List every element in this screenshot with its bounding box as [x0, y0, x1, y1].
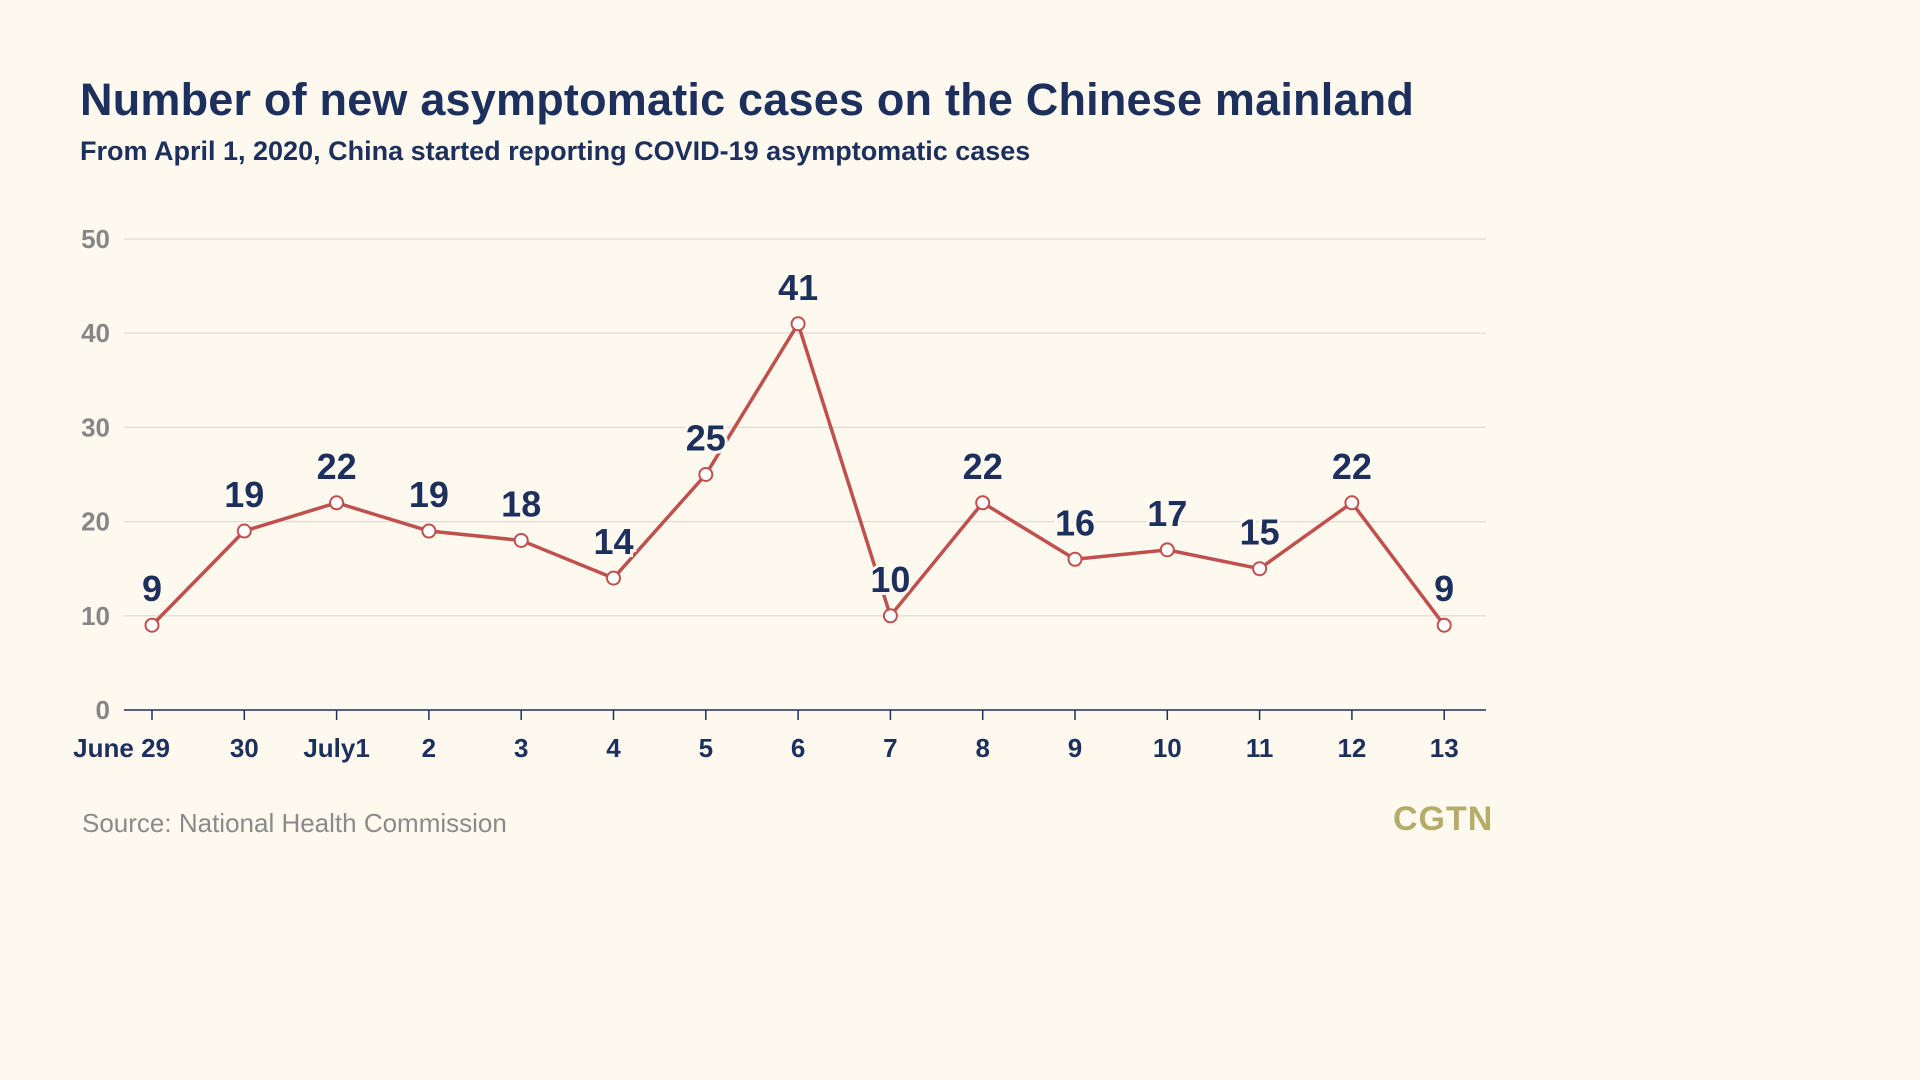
data-label: 9: [142, 568, 162, 609]
x-tick-label: 6: [791, 733, 805, 763]
data-point: [606, 570, 621, 586]
data-label: 10: [870, 559, 910, 600]
x-tick-label: 3: [514, 733, 528, 763]
data-point: [513, 532, 529, 548]
data-point: [698, 467, 714, 482]
gridlines: [124, 238, 1486, 617]
data-labels: 9 19 22 19 18 14 25 41 10 22 16 17 15 22 9: [139, 264, 1457, 612]
data-point: [1252, 561, 1268, 577]
data-label: 9: [1434, 568, 1454, 609]
data-label: 22: [317, 446, 357, 487]
x-tick-label: 30: [230, 733, 259, 763]
y-tick-label: 50: [81, 224, 110, 254]
y-tick-label: 40: [81, 318, 110, 348]
x-tick-label: 12: [1337, 733, 1366, 763]
data-label: 22: [1332, 446, 1372, 487]
data-point: [882, 608, 898, 624]
x-tick-label: June 29: [73, 733, 170, 763]
x-axis-ticks: June 29 30 July1 2 3 4 5 6 7 8 9 10 11 12 13: [73, 710, 1459, 763]
data-label: 17: [1147, 493, 1187, 534]
data-point: [144, 617, 160, 633]
x-tick-label: 11: [1246, 733, 1274, 763]
x-tick-label: 9: [1068, 733, 1082, 763]
line-chart: 0 10 20 30 40 50 June 29 30 July1 2 3 4 5 6 7 8 9 10 11 12…: [73, 224, 1486, 763]
data-point: [1436, 617, 1452, 633]
x-tick-label: 4: [606, 733, 621, 763]
y-tick-label: 20: [81, 507, 110, 537]
y-tick-label: 0: [96, 695, 110, 725]
x-tick-label: 8: [975, 733, 989, 763]
data-point: [975, 495, 991, 511]
data-label: 18: [501, 483, 541, 524]
data-label: 41: [778, 267, 818, 308]
data-point: [1159, 542, 1175, 558]
data-label: 19: [224, 474, 264, 515]
y-axis-ticks: 0 10 20 30 40 50: [81, 224, 110, 725]
data-point: [1067, 551, 1083, 567]
data-label: 16: [1055, 502, 1095, 543]
data-label: 19: [409, 474, 449, 515]
y-tick-label: 30: [81, 412, 110, 442]
x-tick-label: 13: [1430, 733, 1459, 763]
x-tick-label: July1: [303, 733, 370, 763]
source-note: Source: National Health Commission: [82, 808, 507, 838]
data-points: [144, 316, 1452, 633]
chart-title: Number of new asymptomatic cases on the …: [80, 74, 1415, 125]
data-point: [1344, 495, 1360, 511]
x-tick-label: 7: [883, 733, 897, 763]
x-tick-label: 5: [699, 733, 713, 763]
data-point: [236, 523, 252, 539]
data-label: 22: [963, 446, 1003, 487]
x-tick-label: 2: [422, 733, 436, 763]
chart-subtitle: From April 1, 2020, China started report…: [80, 136, 1031, 166]
cgtn-logo: CGTN: [1393, 800, 1494, 838]
data-label: 25: [686, 418, 726, 459]
data-point: [329, 495, 345, 511]
data-label: 15: [1240, 512, 1280, 553]
data-point: [790, 316, 806, 332]
y-tick-label: 10: [81, 601, 110, 631]
data-point: [421, 523, 437, 539]
data-label: 14: [593, 521, 633, 562]
x-tick-label: 10: [1153, 733, 1182, 763]
